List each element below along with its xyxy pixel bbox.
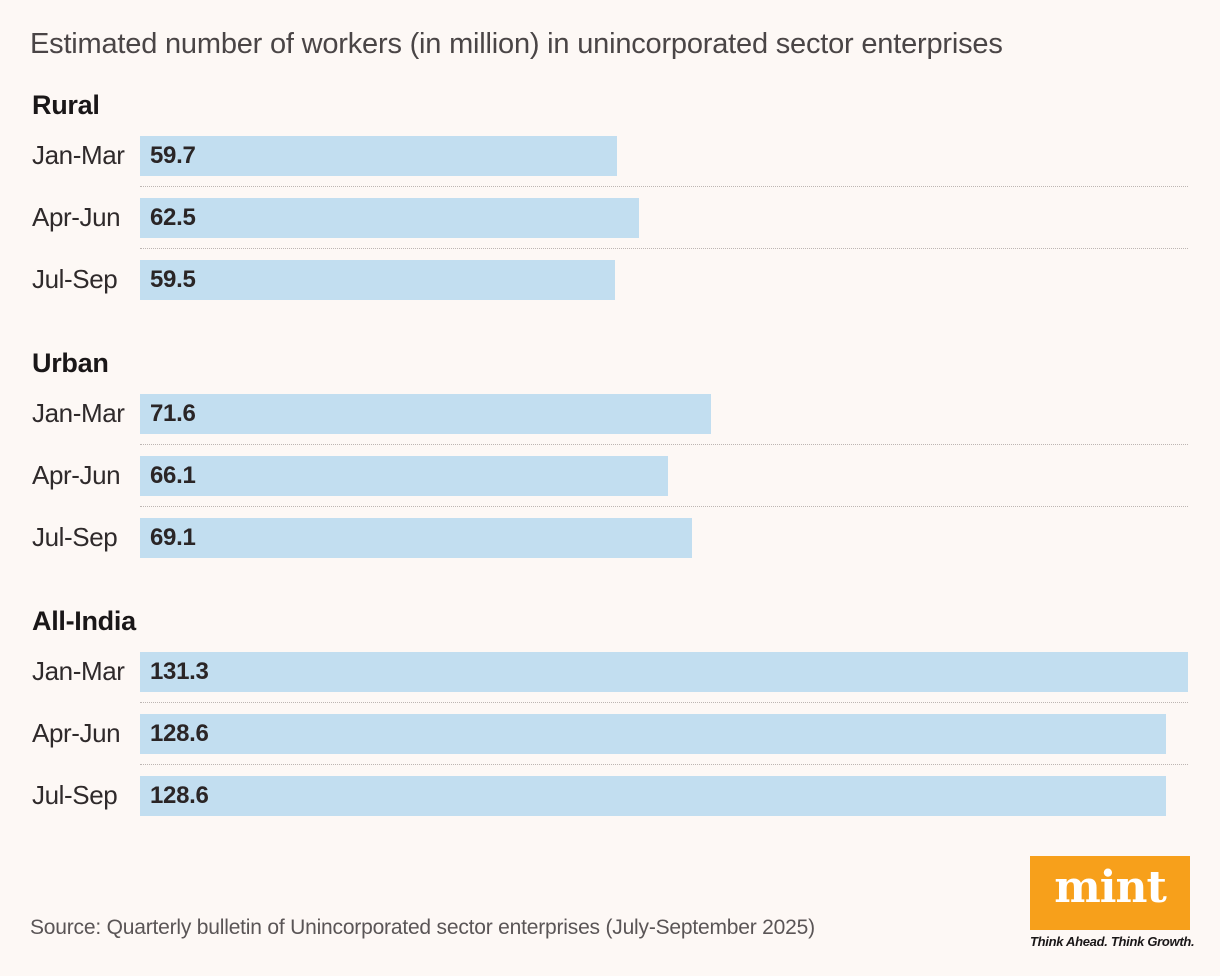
- bar: [140, 260, 615, 300]
- row-separator: [140, 764, 1188, 765]
- row-separator: [140, 444, 1188, 445]
- row-separator: [140, 702, 1188, 703]
- bar: [140, 198, 639, 238]
- category-label: Jul-Sep: [32, 780, 118, 810]
- category-label: Jan-Mar: [32, 140, 125, 170]
- bar-value-label: 69.1: [150, 524, 196, 551]
- category-label: Apr-Jun: [32, 202, 121, 232]
- chart-title: Estimated number of workers (in million)…: [30, 28, 1003, 60]
- category-label: Apr-Jun: [32, 460, 121, 490]
- category-label: Jul-Sep: [32, 264, 118, 294]
- source-note: Source: Quarterly bulletin of Unincorpor…: [30, 916, 815, 939]
- bar: [140, 776, 1166, 816]
- group-title-urban: Urban: [32, 348, 109, 378]
- logo-tagline: Think Ahead. Think Growth.: [1030, 934, 1195, 949]
- group-title-rural: Rural: [32, 90, 100, 120]
- bar: [140, 518, 692, 558]
- bar-value-label: 71.6: [150, 400, 196, 427]
- bar-value-label: 66.1: [150, 462, 196, 489]
- bar: [140, 714, 1166, 754]
- logo-text: mint: [1054, 862, 1167, 913]
- mint-logo: mint: [1030, 856, 1190, 930]
- category-label: Jan-Mar: [32, 398, 125, 428]
- bar-value-label: 131.3: [150, 658, 209, 685]
- bar-value-label: 62.5: [150, 204, 196, 231]
- group-title-all-india: All-India: [32, 606, 136, 636]
- bar: [140, 136, 617, 176]
- bar: [140, 652, 1188, 692]
- row-separator: [140, 186, 1188, 187]
- category-label: Apr-Jun: [32, 718, 121, 748]
- row-separator: [140, 506, 1188, 507]
- bar-value-label: 59.5: [150, 266, 196, 293]
- bar: [140, 456, 668, 496]
- bar: [140, 394, 711, 434]
- row-separator: [140, 248, 1188, 249]
- bar-value-label: 59.7: [150, 142, 196, 169]
- bar-value-label: 128.6: [150, 782, 209, 809]
- bar-chart: Rural Jan-Mar 59.7 Apr-Jun 62.5 Jul-Sep 59.5 Ur…: [32, 90, 1188, 816]
- category-label: Jan-Mar: [32, 656, 125, 686]
- bar-value-label: 128.6: [150, 720, 209, 747]
- category-label: Jul-Sep: [32, 522, 118, 552]
